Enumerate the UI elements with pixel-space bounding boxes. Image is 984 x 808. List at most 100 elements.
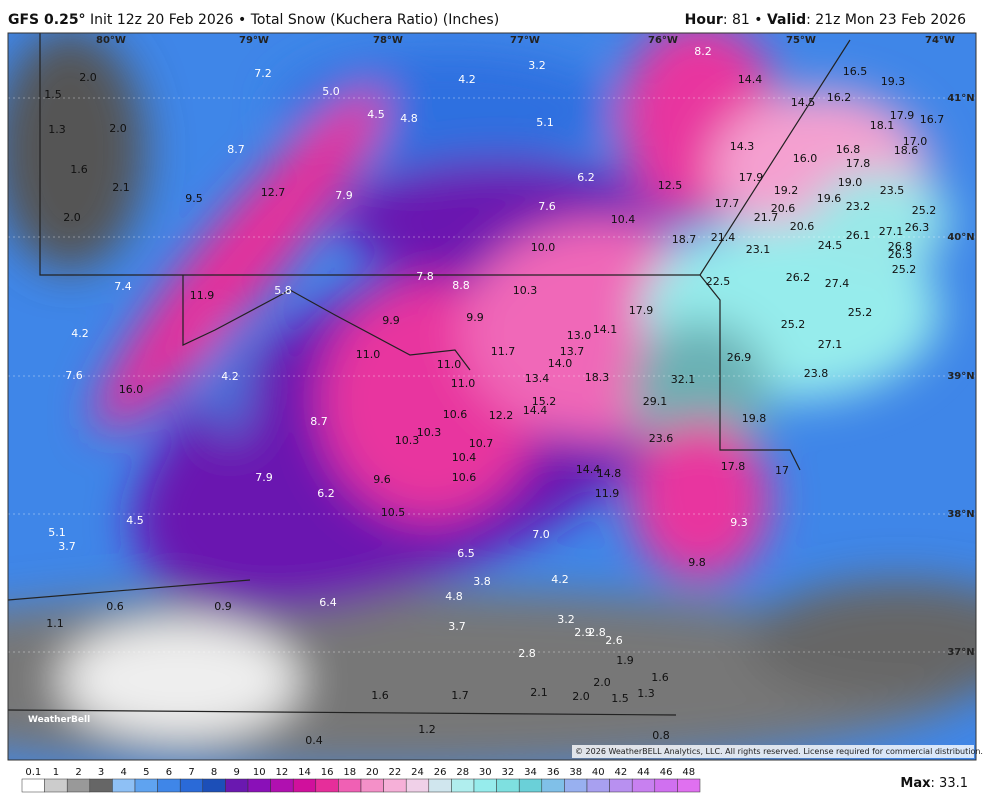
snow-total-label: 12.5 bbox=[658, 179, 683, 192]
colorbar-tick: 9 bbox=[234, 767, 240, 778]
snow-total-label: 10.5 bbox=[381, 506, 406, 519]
colorbar-tick: 8 bbox=[211, 767, 217, 778]
snow-total-label: 1.3 bbox=[48, 123, 66, 136]
colorbar-swatch bbox=[44, 778, 68, 793]
snow-total-label: 3.2 bbox=[557, 613, 575, 626]
colorbar-tick: 6 bbox=[166, 767, 172, 778]
colorbar-swatch bbox=[360, 778, 384, 793]
longitude-label: 75°W bbox=[786, 35, 816, 46]
snow-total-label: 6.4 bbox=[319, 596, 337, 609]
latitude-label: 40°N bbox=[947, 232, 974, 243]
snow-total-label: 14.5 bbox=[791, 96, 816, 109]
snow-total-label: 7.4 bbox=[114, 280, 132, 293]
snow-total-label: 0.8 bbox=[652, 729, 670, 742]
colorbar-tick: 44 bbox=[637, 767, 650, 778]
longitude-label: 74°W bbox=[925, 35, 955, 46]
colorbar-tick: 40 bbox=[592, 767, 605, 778]
colorbar-tick: 26 bbox=[434, 767, 447, 778]
colorbar-tick: 32 bbox=[502, 767, 515, 778]
snow-total-label: 1.9 bbox=[616, 654, 634, 667]
snow-total-label: 15.2 bbox=[532, 395, 557, 408]
snow-total-label: 20.6 bbox=[790, 220, 815, 233]
snow-total-label: 2.0 bbox=[79, 71, 97, 84]
colorbar-tick: 48 bbox=[682, 767, 695, 778]
snow-total-label: 18.6 bbox=[894, 144, 919, 157]
colorbar-tick: 16 bbox=[321, 767, 334, 778]
colorbar-swatch bbox=[383, 778, 407, 793]
snow-total-label: 5.1 bbox=[536, 116, 554, 129]
max-value: Max: 33.1 bbox=[900, 776, 968, 791]
snow-total-label: 8.8 bbox=[452, 279, 470, 292]
snow-total-label: 1.7 bbox=[451, 689, 469, 702]
snow-total-label: 18.3 bbox=[585, 371, 610, 384]
snow-total-label: 17.7 bbox=[715, 197, 740, 210]
snow-total-label: 4.5 bbox=[126, 514, 144, 527]
logo: WeatherBell bbox=[28, 715, 90, 725]
colorbar-swatch bbox=[315, 778, 339, 793]
snow-total-label: 17.8 bbox=[846, 157, 871, 170]
snow-total-label: 17.0 bbox=[903, 135, 928, 148]
snow-total-label: 1.2 bbox=[418, 723, 436, 736]
snow-total-label: 7.6 bbox=[65, 369, 83, 382]
snow-total-label: 2.1 bbox=[530, 686, 548, 699]
snow-total-label: 26.9 bbox=[727, 351, 752, 364]
snow-total-label: 14.3 bbox=[730, 140, 755, 153]
max-label: Max bbox=[900, 776, 931, 791]
snow-total-label: 10.6 bbox=[452, 471, 477, 484]
snow-total-label: 16.0 bbox=[119, 383, 144, 396]
snow-total-label: 25.2 bbox=[892, 263, 917, 276]
longitude-label: 79°W bbox=[239, 35, 269, 46]
colorbar-tick: 38 bbox=[569, 767, 582, 778]
snow-total-label: 1.6 bbox=[371, 689, 389, 702]
header-segment: : 21z Mon 23 Feb 2026 bbox=[806, 12, 966, 28]
snow-total-label: 11.0 bbox=[451, 377, 476, 390]
colorbar-tick: 28 bbox=[456, 767, 469, 778]
latitude-label: 39°N bbox=[947, 371, 974, 382]
longitude-label: 77°W bbox=[510, 35, 540, 46]
snow-total-label: 25.2 bbox=[912, 204, 937, 217]
colorbar-tick: 1 bbox=[53, 767, 59, 778]
snow-total-label: 16.2 bbox=[827, 91, 852, 104]
snow-total-label: 1.6 bbox=[70, 163, 88, 176]
colorbar-tick: 14 bbox=[298, 767, 311, 778]
snow-total-label: 9.3 bbox=[730, 516, 748, 529]
snow-total-label: 11.9 bbox=[595, 487, 620, 500]
longitude-label: 80°W bbox=[96, 35, 126, 46]
snow-total-label: 2.9 bbox=[574, 626, 592, 639]
snow-field bbox=[8, 33, 976, 760]
snow-total-label: 14.8 bbox=[597, 467, 622, 480]
colorbar-tick: 20 bbox=[366, 767, 379, 778]
snow-total-label: 4.5 bbox=[367, 108, 385, 121]
latitude-label: 37°N bbox=[947, 647, 974, 658]
colorbar-swatch bbox=[112, 778, 136, 793]
header-segment: : 81 • bbox=[722, 12, 767, 28]
snow-total-label: 19.6 bbox=[817, 192, 842, 205]
snow-total-label: 19.3 bbox=[881, 75, 906, 88]
snow-total-label: 11.0 bbox=[356, 348, 381, 361]
snow-total-label: 10.7 bbox=[469, 437, 494, 450]
colorbar-tick: 30 bbox=[479, 767, 492, 778]
snow-total-label: 18.1 bbox=[870, 119, 895, 132]
snow-total-label: 5.8 bbox=[274, 284, 292, 297]
colorbar-tick: 2 bbox=[75, 767, 81, 778]
snow-total-label: 5.1 bbox=[48, 526, 66, 539]
snow-total-label: 19.2 bbox=[774, 184, 799, 197]
snow-total-label: 7.0 bbox=[532, 528, 550, 541]
colorbar-swatch bbox=[225, 778, 249, 793]
snow-total-label: 27.4 bbox=[825, 277, 850, 290]
colorbar-swatch bbox=[496, 778, 520, 793]
snow-total-label: 1.6 bbox=[651, 671, 669, 684]
colorbar-tick: 12 bbox=[276, 767, 289, 778]
colorbar-swatch bbox=[247, 778, 271, 793]
snow-total-label: 17.9 bbox=[629, 304, 654, 317]
snow-total-label: 26.2 bbox=[786, 271, 811, 284]
header-segment: Hour bbox=[684, 12, 723, 28]
snow-total-label: 10.6 bbox=[443, 408, 468, 421]
snow-total-label: 7.9 bbox=[255, 471, 273, 484]
snow-total-label: 22.5 bbox=[706, 275, 731, 288]
snow-total-label: 16.0 bbox=[793, 152, 818, 165]
snow-total-label: 10.4 bbox=[611, 213, 636, 226]
snow-total-label: 23.6 bbox=[649, 432, 674, 445]
snow-total-label: 3.7 bbox=[448, 620, 466, 633]
